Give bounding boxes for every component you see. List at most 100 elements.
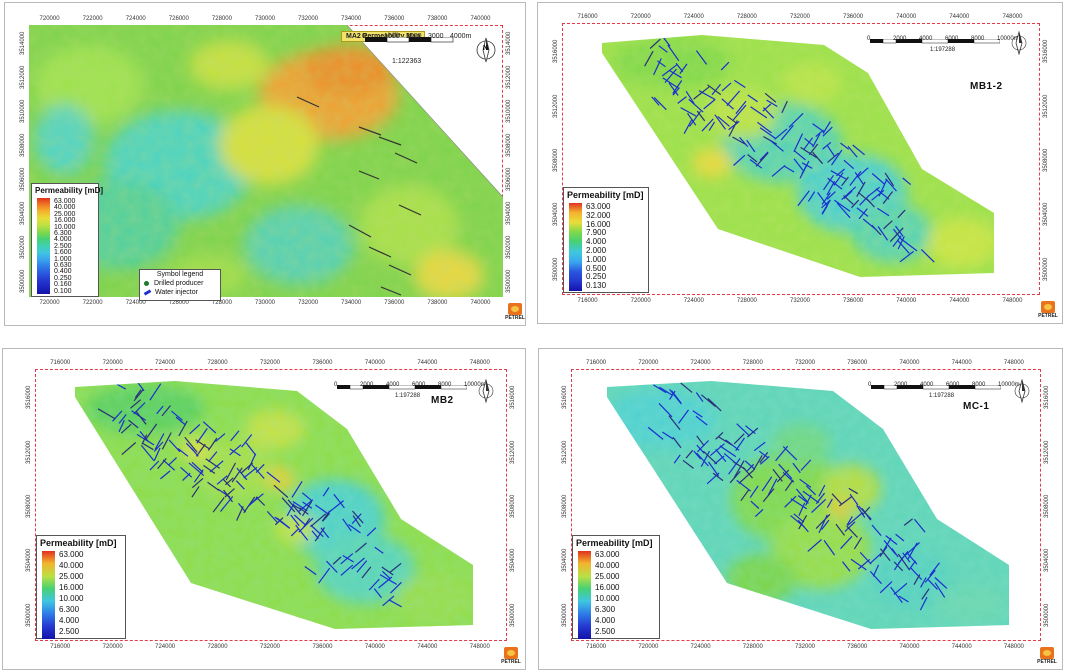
fracture-line [835,523,845,536]
fracture-line [844,521,856,533]
scale-bar [871,385,1001,390]
fracture-line [703,450,718,465]
fracture-line [742,466,753,479]
x-tick-label: 720000 [39,16,60,22]
fracture-line [274,517,284,526]
legend-title: Permeability [mD] [567,190,644,200]
fracture-line [332,556,342,565]
fracture-line [709,443,725,457]
fracture-line [895,225,904,237]
fracture-line [696,452,709,467]
fracture-line [733,154,746,166]
scale-label: 1000 [384,33,400,40]
map-label: MC-1 [963,401,990,412]
x-tick-label: 744000 [951,360,972,366]
legend-value: 2.500 [595,627,616,636]
x-tick-label: 740000 [899,360,920,366]
fracture-line [794,150,806,161]
colorbar [569,203,582,291]
y-tick-label: 3508000 [20,133,26,157]
fracture-line [750,106,768,119]
fracture-line [771,164,786,177]
fracture-line [732,136,746,145]
legend-value: 16.000 [54,217,76,225]
fracture-line [747,94,758,103]
fracture-line [720,61,730,71]
y-tick-label: 3500000 [510,603,516,627]
fracture-line [924,569,936,583]
fracture-line [733,460,745,479]
fracture-line [851,199,860,209]
legend-value: 16.000 [59,583,84,592]
fracture-line [738,470,754,484]
fracture-line [830,170,848,181]
fracture-line [822,141,832,150]
fracture-line [762,103,772,112]
y-tick-label: 3504000 [26,549,32,573]
fracture-line [848,487,859,495]
legend-value: 25.000 [595,572,620,581]
fracture-line [708,461,719,477]
fracture-line [882,537,892,552]
x-tick-label: 732000 [790,298,811,304]
fracture-line [856,207,869,217]
fracture-line [325,560,338,573]
fracture-line [673,454,681,464]
fracture-line [861,506,871,516]
fracture-line [902,177,911,186]
fracture-line [840,535,853,550]
fracture-line [340,553,354,565]
scale-label: 3000 [428,33,444,40]
fracture-line [875,188,890,200]
fracture-line [847,145,858,158]
fracture-line [755,152,769,167]
fracture-line [769,139,784,152]
fracture-line [885,178,897,192]
fracture-line [248,493,264,507]
fracture-line [153,447,161,461]
fracture-line [862,218,877,231]
fracture-line [853,537,863,550]
fracture-line [836,168,845,177]
x-tick-label: 736000 [847,644,868,650]
fracture-line [833,172,844,186]
fracture-line [893,561,904,572]
x-tick-label: 740000 [470,16,491,22]
fracture-line [190,447,199,457]
fracture-line [793,513,805,523]
fracture-line [333,493,345,509]
x-tick-label: 740000 [364,644,385,650]
y-tick-label: 3508000 [562,494,568,518]
fracture-line [903,518,913,526]
fracture-line [202,421,217,434]
x-tick-label: 724000 [690,360,711,366]
fracture-line [831,493,842,505]
fracture-line [764,92,777,103]
x-tick-label: 724000 [125,300,146,306]
x-tick-label: 726000 [168,300,189,306]
fracture-line [207,437,218,451]
fracture-line [831,149,843,166]
fracture-line [850,558,867,571]
fracture-line [130,399,142,409]
legend-value: 4.000 [59,616,80,625]
fracture-line [871,173,885,185]
x-tick-label: 724000 [683,298,704,304]
fracture-line [889,227,904,243]
fracture-line [804,137,815,147]
fracture-line [834,199,851,212]
scale-label: 4000 [919,36,933,42]
fracture-line [658,402,673,418]
panel-ma2: 720000 722000 724000 726000 728000 730000 7320… [4,2,526,326]
fracture-line [658,45,668,53]
fracture-line [220,496,234,512]
legend-value: 63.000 [595,550,620,559]
fracture-line [934,582,946,598]
fracture-line [273,484,289,498]
y-tick-label: 3514000 [20,31,26,55]
x-tick-label: 740000 [896,298,917,304]
legend-value: 6.300 [59,605,80,614]
fracture-line [229,444,242,456]
y-tick-label: 3516000 [1043,39,1049,64]
fracture-line [823,174,834,191]
